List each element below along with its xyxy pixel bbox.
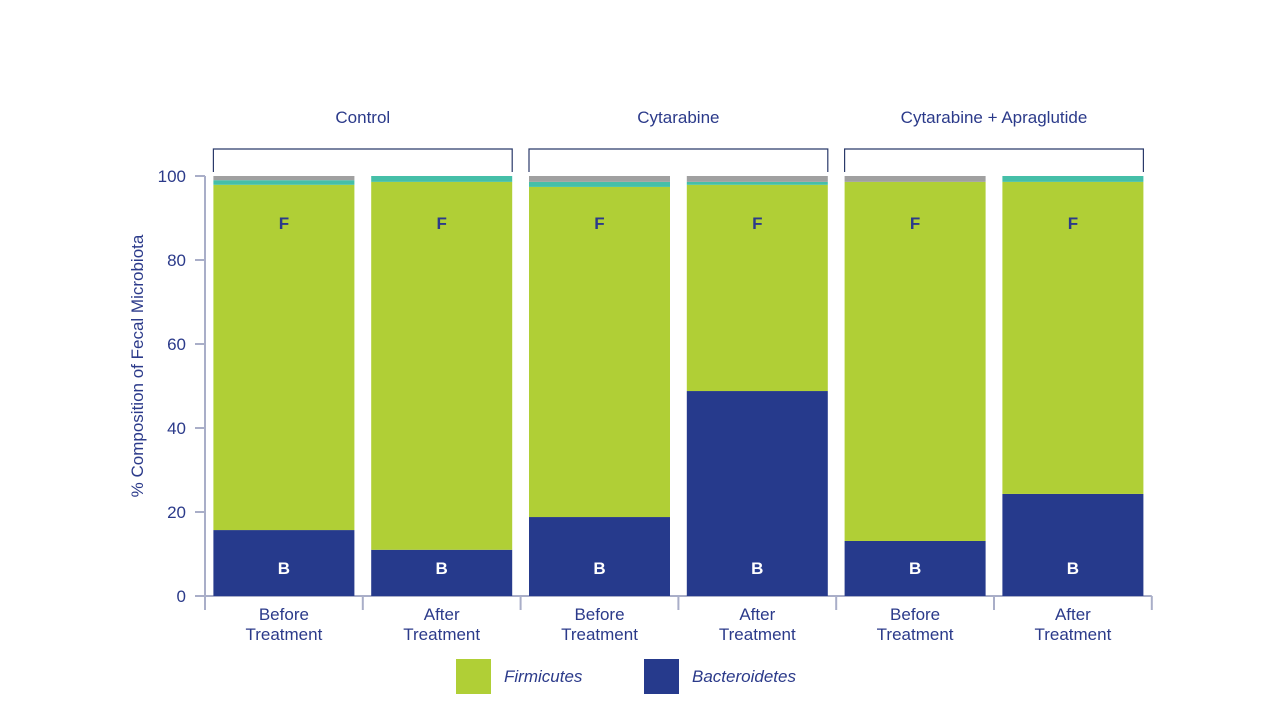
group-bracket: [528, 148, 829, 172]
y-tick-label: 0: [177, 587, 186, 606]
x-tick-label: Before Treatment: [561, 605, 638, 644]
bar-segment-other: [529, 176, 670, 182]
x-tick-label: Before Treatment: [877, 605, 954, 644]
x-tick-label: After Treatment: [1034, 605, 1111, 644]
group-label: Cytarabine + Apraglutide: [901, 108, 1088, 127]
group-label: Control: [335, 108, 390, 127]
bar-segment-other: [1002, 176, 1144, 182]
bar-segment-other: [213, 176, 355, 181]
bar-segment-bacteroidetes: [371, 549, 513, 596]
bar-segment-firmicutes: [686, 184, 828, 392]
segment-label-b: B: [436, 559, 448, 578]
segment-label-f: F: [752, 214, 762, 233]
bar-segment-bacteroidetes: [686, 391, 828, 596]
segment-label-b: B: [278, 559, 290, 578]
bar-segment-firmicutes: [529, 186, 670, 518]
y-tick-label: 100: [158, 167, 186, 186]
bar-segment-other: [686, 181, 828, 185]
y-tick-label: 60: [167, 335, 186, 354]
y-tick-label: 20: [167, 503, 186, 522]
segment-label-f: F: [437, 214, 447, 233]
bar-segment-other: [213, 180, 355, 185]
x-tick-label: After Treatment: [719, 605, 796, 644]
bar-segment-firmicutes: [1002, 181, 1144, 494]
bar-segment-firmicutes: [371, 181, 513, 550]
y-tick-label: 40: [167, 419, 186, 438]
group-label: Cytarabine: [637, 108, 719, 127]
segment-label-f: F: [594, 214, 604, 233]
segment-label-f: F: [1068, 214, 1078, 233]
bar-segment-other: [371, 176, 513, 182]
segment-label-b: B: [593, 559, 605, 578]
group-bracket: [212, 148, 513, 172]
legend-swatch-bacteroidetes: [644, 659, 679, 694]
bar-segment-other: [844, 176, 986, 182]
segment-label-f: F: [279, 214, 289, 233]
segment-label-b: B: [751, 559, 763, 578]
x-tick-label: Before Treatment: [245, 605, 322, 644]
x-tick-label: After Treatment: [403, 605, 480, 644]
group-bracket: [844, 148, 1144, 172]
legend-label-bacteroidetes: Bacteroidetes: [692, 667, 796, 686]
y-tick-label: 80: [167, 251, 186, 270]
bar-segment-other: [529, 181, 670, 187]
bar-segment-bacteroidetes: [844, 540, 986, 596]
bar-segment-bacteroidetes: [1002, 493, 1144, 596]
bar-segment-other: [686, 176, 828, 182]
bar-segment-firmicutes: [844, 181, 986, 541]
bar-segment-bacteroidetes: [529, 517, 670, 596]
segment-label-f: F: [910, 214, 920, 233]
legend-label-firmicutes: Firmicutes: [504, 667, 583, 686]
y-axis-label: % Composition of Fecal Microbiota: [128, 234, 147, 497]
bar-segment-firmicutes: [213, 184, 355, 531]
legend-swatch-firmicutes: [456, 659, 491, 694]
bar-segment-bacteroidetes: [213, 530, 355, 596]
segment-label-b: B: [909, 559, 921, 578]
segment-label-b: B: [1067, 559, 1079, 578]
